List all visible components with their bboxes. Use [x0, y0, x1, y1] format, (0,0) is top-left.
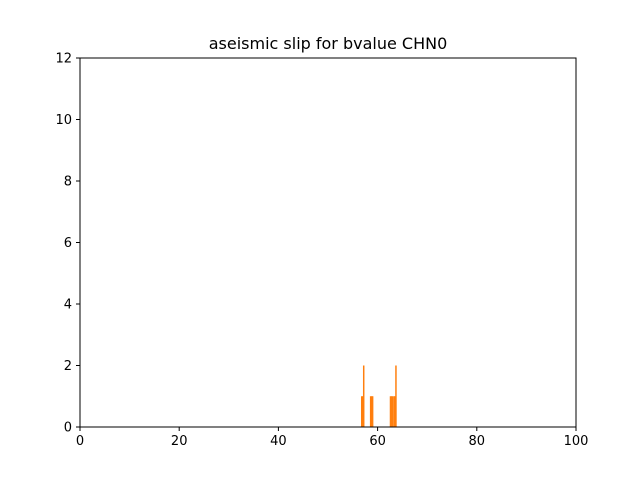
x-tick-label: 100	[564, 434, 589, 449]
x-tick-label: 0	[76, 434, 84, 449]
y-tick-label: 12	[55, 52, 72, 67]
plot-area-frame	[79, 57, 577, 428]
x-tick-label: 80	[469, 434, 486, 449]
y-tick-label: 8	[64, 175, 72, 190]
bar	[389, 396, 392, 427]
chart-title: aseismic slip for bvalue CHN0	[209, 34, 448, 53]
x-tick-label: 20	[171, 434, 188, 449]
bar	[369, 396, 372, 427]
x-tick-label: 60	[369, 434, 386, 449]
bar	[370, 396, 373, 427]
bar	[362, 365, 365, 427]
y-tick-label: 10	[55, 113, 72, 128]
y-tick-label: 0	[64, 421, 72, 436]
bar	[390, 396, 393, 427]
bar	[360, 396, 363, 427]
y-tick-label: 6	[64, 236, 72, 251]
bar	[394, 396, 396, 427]
bar	[371, 396, 374, 427]
y-tick-label: 4	[64, 298, 72, 313]
ticks-layer: 0 20 40 60 80 100 0 2 4 6 8 10 12	[55, 52, 588, 450]
x-tick-label: 40	[270, 434, 287, 449]
bars-layer	[360, 365, 397, 427]
bar	[361, 396, 364, 427]
y-tick-label: 2	[64, 359, 72, 374]
bar	[395, 365, 397, 427]
bar	[391, 396, 394, 427]
bar	[393, 396, 395, 427]
